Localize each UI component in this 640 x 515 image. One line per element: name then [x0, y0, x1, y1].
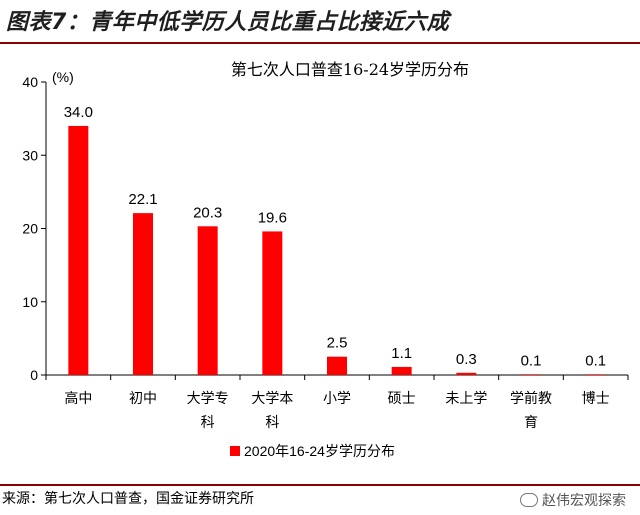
y-tick-labels-group: 0 10 20 30 40 — [22, 74, 38, 383]
bar-5 — [327, 356, 347, 375]
bar-8 — [521, 374, 541, 375]
y-axis-unit-label: (%) — [52, 69, 74, 85]
chart-title: 第七次人口普查16-24岁学历分布 — [231, 60, 469, 79]
bar-chart: 第七次人口普查16-24岁学历分布 (%) 34.0 22.1 20.3 19.6 2.… — [22, 60, 629, 459]
y-tick-label: 20 — [22, 221, 38, 237]
bar-4 — [262, 231, 283, 375]
data-label-9: 0.1 — [585, 352, 606, 369]
x-tick-label-1: 高中 — [64, 390, 92, 407]
bottom-rule — [0, 484, 640, 486]
wechat-icon — [520, 493, 538, 507]
data-label-2: 22.1 — [128, 191, 157, 208]
y-tick-label: 0 — [30, 367, 38, 383]
data-label-6: 1.1 — [391, 345, 412, 362]
legend-swatch — [230, 446, 240, 456]
data-labels-group: 34.0 22.1 20.3 19.6 2.5 1.1 0.3 0.1 0.1 — [64, 104, 606, 369]
x-tick-label-4: 大学本科 — [251, 391, 293, 431]
data-label-7: 0.3 — [456, 351, 477, 368]
x-tick-label-2: 初中 — [129, 390, 157, 407]
data-label-8: 0.1 — [521, 352, 542, 369]
x-tick-label-3: 大学专科 — [187, 391, 229, 431]
x-tick-label-9: 博士 — [582, 390, 610, 407]
x-tick-label-5: 小学 — [323, 391, 351, 407]
y-tick-label: 10 — [22, 294, 38, 310]
bar-1 — [68, 125, 89, 375]
top-rule — [0, 42, 640, 44]
bar-7 — [456, 372, 477, 375]
y-tick-label: 30 — [22, 147, 38, 163]
figure-title: 图表7：青年中低学历人员比重占比接近六成 — [6, 10, 450, 35]
x-tick-label-7: 未上学 — [445, 391, 487, 407]
bar-2 — [133, 213, 153, 375]
y-tick-label: 40 — [22, 74, 38, 90]
watermark: 赵伟宏观探索 — [520, 490, 626, 510]
watermark-text: 赵伟宏观探索 — [542, 493, 626, 509]
data-label-3: 20.3 — [193, 204, 222, 221]
data-label-5: 2.5 — [327, 335, 348, 352]
x-tick-label-8: 学前教育 — [510, 390, 552, 431]
legend: 2020年16-24岁学历分布 — [230, 443, 395, 459]
data-label-4: 19.6 — [258, 209, 287, 226]
x-tick-label-6: 硕士 — [388, 391, 416, 407]
bars-group — [68, 125, 606, 375]
bar-6 — [391, 366, 412, 375]
bar-3 — [197, 226, 218, 375]
legend-label: 2020年16-24岁学历分布 — [244, 443, 395, 459]
source-note: 来源：第七次人口普查，国金证券研究所 — [2, 491, 254, 507]
bar-9 — [585, 374, 606, 375]
data-label-1: 34.0 — [64, 104, 93, 121]
